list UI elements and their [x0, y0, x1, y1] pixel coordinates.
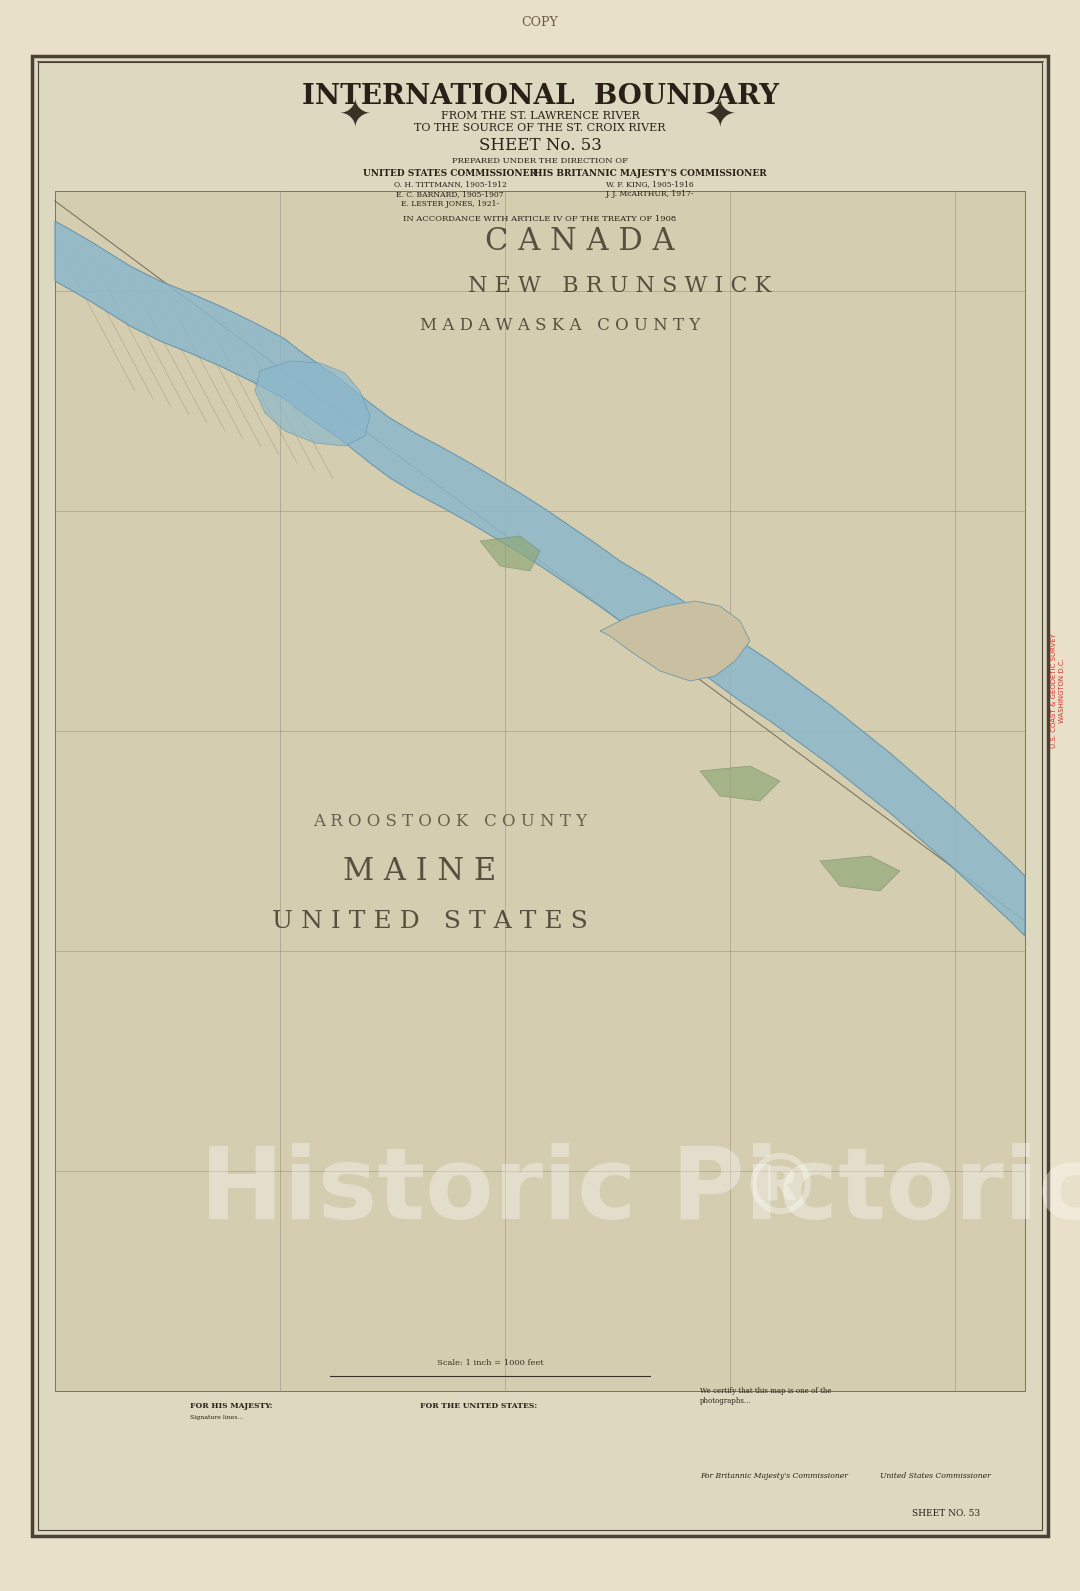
- Text: For Britannic Majesty's Commissioner: For Britannic Majesty's Commissioner: [700, 1472, 848, 1480]
- Text: U.S. COAST & GEODETIC SURVEY
WASHINGTON D.C.: U.S. COAST & GEODETIC SURVEY WASHINGTON …: [1051, 633, 1065, 748]
- Text: M A D A W A S K A   C O U N T Y: M A D A W A S K A C O U N T Y: [420, 318, 700, 334]
- Polygon shape: [600, 601, 750, 681]
- Text: SHEET No. 53: SHEET No. 53: [478, 137, 602, 154]
- Text: U N I T E D   S T A T E S: U N I T E D S T A T E S: [272, 910, 588, 932]
- Text: We certify that this map is one of the
photographs...: We certify that this map is one of the p…: [700, 1387, 832, 1405]
- Text: PREPARED UNDER THE DIRECTION OF: PREPARED UNDER THE DIRECTION OF: [453, 158, 627, 165]
- Text: COPY: COPY: [522, 16, 558, 30]
- Text: Historic Pictoric: Historic Pictoric: [200, 1142, 1080, 1239]
- Text: ✦: ✦: [339, 97, 372, 135]
- Text: IN ACCORDANCE WITH ARTICLE IV OF THE TREATY OF 1908: IN ACCORDANCE WITH ARTICLE IV OF THE TRE…: [403, 215, 677, 223]
- Text: M A I N E: M A I N E: [343, 856, 497, 886]
- Text: INTERNATIONAL  BOUNDARY: INTERNATIONAL BOUNDARY: [301, 83, 779, 110]
- Text: FOR THE UNITED STATES:: FOR THE UNITED STATES:: [420, 1402, 537, 1410]
- Text: W. F. KING, 1905-1916: W. F. KING, 1905-1916: [606, 180, 693, 188]
- Polygon shape: [700, 765, 780, 800]
- Text: United States Commissioner: United States Commissioner: [880, 1472, 990, 1480]
- Text: ✦: ✦: [704, 97, 737, 135]
- Text: C A N A D A: C A N A D A: [485, 226, 675, 256]
- Bar: [55, 191, 1025, 1391]
- Polygon shape: [55, 221, 1025, 936]
- Text: TO THE SOURCE OF THE ST. CROIX RIVER: TO THE SOURCE OF THE ST. CROIX RIVER: [415, 123, 665, 134]
- Text: E. C. BARNARD, 1905-1907: E. C. BARNARD, 1905-1907: [396, 189, 503, 197]
- Text: UNITED STATES COMMISSIONER: UNITED STATES COMMISSIONER: [363, 169, 537, 178]
- Text: A R O O S T O O K   C O U N T Y: A R O O S T O O K C O U N T Y: [313, 813, 588, 829]
- Text: Scale: 1 inch = 1000 feet: Scale: 1 inch = 1000 feet: [436, 1359, 543, 1367]
- Text: ®: ®: [739, 1150, 822, 1231]
- Text: SHEET NO. 53: SHEET NO. 53: [912, 1508, 980, 1518]
- Polygon shape: [255, 361, 370, 445]
- Text: FROM THE ST. LAWRENCE RIVER: FROM THE ST. LAWRENCE RIVER: [441, 111, 639, 121]
- Text: Signature lines...: Signature lines...: [190, 1416, 244, 1421]
- Text: J. J. McARTHUR, 1917-: J. J. McARTHUR, 1917-: [606, 189, 694, 197]
- Text: HIS BRITANNIC MAJESTY'S COMMISSIONER: HIS BRITANNIC MAJESTY'S COMMISSIONER: [534, 169, 767, 178]
- Text: E. LESTER JONES, 1921-: E. LESTER JONES, 1921-: [401, 200, 499, 208]
- Text: FOR HIS MAJESTY:: FOR HIS MAJESTY:: [190, 1402, 272, 1410]
- Polygon shape: [480, 536, 540, 571]
- Polygon shape: [820, 856, 900, 891]
- Text: N E W   B R U N S W I C K: N E W B R U N S W I C K: [469, 275, 771, 298]
- Text: O. H. TITTMANN, 1905-1912: O. H. TITTMANN, 1905-1912: [393, 180, 507, 188]
